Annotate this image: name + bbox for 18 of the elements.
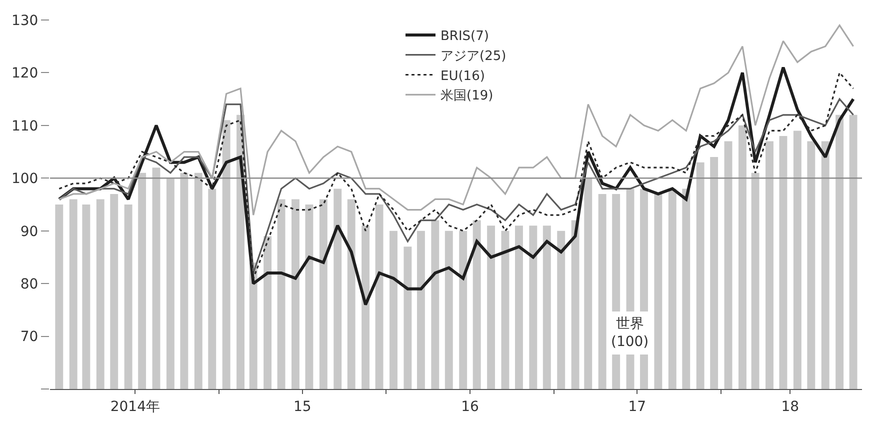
series-label: 世界 (100) xyxy=(611,316,649,350)
legend-label: BRIS(7) xyxy=(440,29,489,44)
legend-label: アジア(25) xyxy=(440,48,506,64)
legend-label: 米国(19) xyxy=(440,88,494,104)
y-tick-label: 90 xyxy=(20,224,38,240)
y-tick-label: 130 xyxy=(11,12,38,29)
x-tick-label: 15 xyxy=(293,398,312,415)
line-series xyxy=(58,24,854,216)
x-tick-label: 18 xyxy=(781,398,800,415)
x-tick-label: 2014年 xyxy=(110,398,160,415)
y-tick-label: 110 xyxy=(11,118,38,134)
x-tick-label: 16 xyxy=(461,398,479,415)
y-tick-label: 70 xyxy=(20,329,38,346)
y-tick-label: 120 xyxy=(11,66,38,82)
y-tick-label: 80 xyxy=(20,276,38,292)
y-tick-label: 100 xyxy=(11,171,38,188)
x-tick-label: 17 xyxy=(628,398,646,415)
legend-label: EU(16) xyxy=(440,68,485,84)
